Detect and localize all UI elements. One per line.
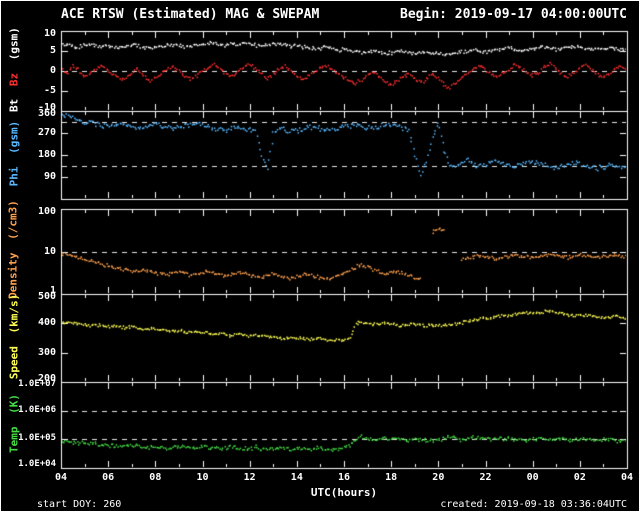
start-doy-label: start DOY: 260: [37, 499, 122, 510]
y-tick-label-density: 1: [49, 285, 56, 296]
y-tick-label-temp: 1.0E+05: [18, 433, 56, 444]
x-axis-title: UTC(hours): [310, 486, 378, 499]
x-tick-label: 16: [337, 472, 351, 483]
x-tick-label: 02: [573, 472, 586, 483]
x-tick-label: 00: [526, 472, 539, 483]
y-tick-label-phi: 360: [37, 108, 56, 119]
x-tick-label: 22: [479, 472, 492, 483]
y-tick-label-speed: 500: [37, 291, 56, 302]
y-tick-label-mag: 5: [49, 45, 56, 56]
x-tick-label: 12: [243, 472, 256, 483]
x-tick-label: 04: [620, 472, 634, 483]
y-tick-label-mag: 0: [49, 65, 56, 76]
begin-timestamp: Begin: 2019-09-17 04:00:00UTC: [400, 7, 627, 22]
y-tick-label-temp: 1.0E+04: [18, 459, 56, 469]
y-tick-label-temp: 1.0E+07: [18, 379, 56, 389]
x-tick-label: 04: [54, 472, 68, 483]
created-timestamp: created: 2019-09-18 03:36:04UTC: [440, 499, 627, 510]
y-tick-label-mag: 10: [43, 28, 56, 39]
y-tick-label-speed: 400: [37, 317, 56, 329]
y-tick-label-phi: 270: [37, 127, 56, 138]
x-tick-label: 14: [290, 472, 303, 483]
x-tick-label: 20: [432, 472, 445, 483]
y-tick-label-speed: 200: [37, 373, 56, 384]
y-tick-label-phi: 180: [37, 149, 56, 160]
y-tick-label-mag: -10: [37, 102, 56, 113]
x-tick-label: 06: [102, 472, 115, 483]
plot-title: ACE RTSW (Estimated) MAG & SWEPAM: [61, 7, 320, 22]
x-tick-label: 10: [196, 472, 209, 483]
y-tick-label-density: 10: [43, 245, 56, 257]
y-tick-label-phi: 90: [43, 171, 56, 182]
y-tick-label-temp: 1.0E+06: [18, 404, 56, 415]
y-tick-label-density: 100: [37, 206, 56, 217]
y-tick-label-mag: -5: [43, 85, 56, 96]
x-tick-label: 18: [385, 472, 398, 483]
y-tick-label-speed: 300: [37, 346, 56, 358]
x-tick-label: 08: [149, 472, 162, 483]
